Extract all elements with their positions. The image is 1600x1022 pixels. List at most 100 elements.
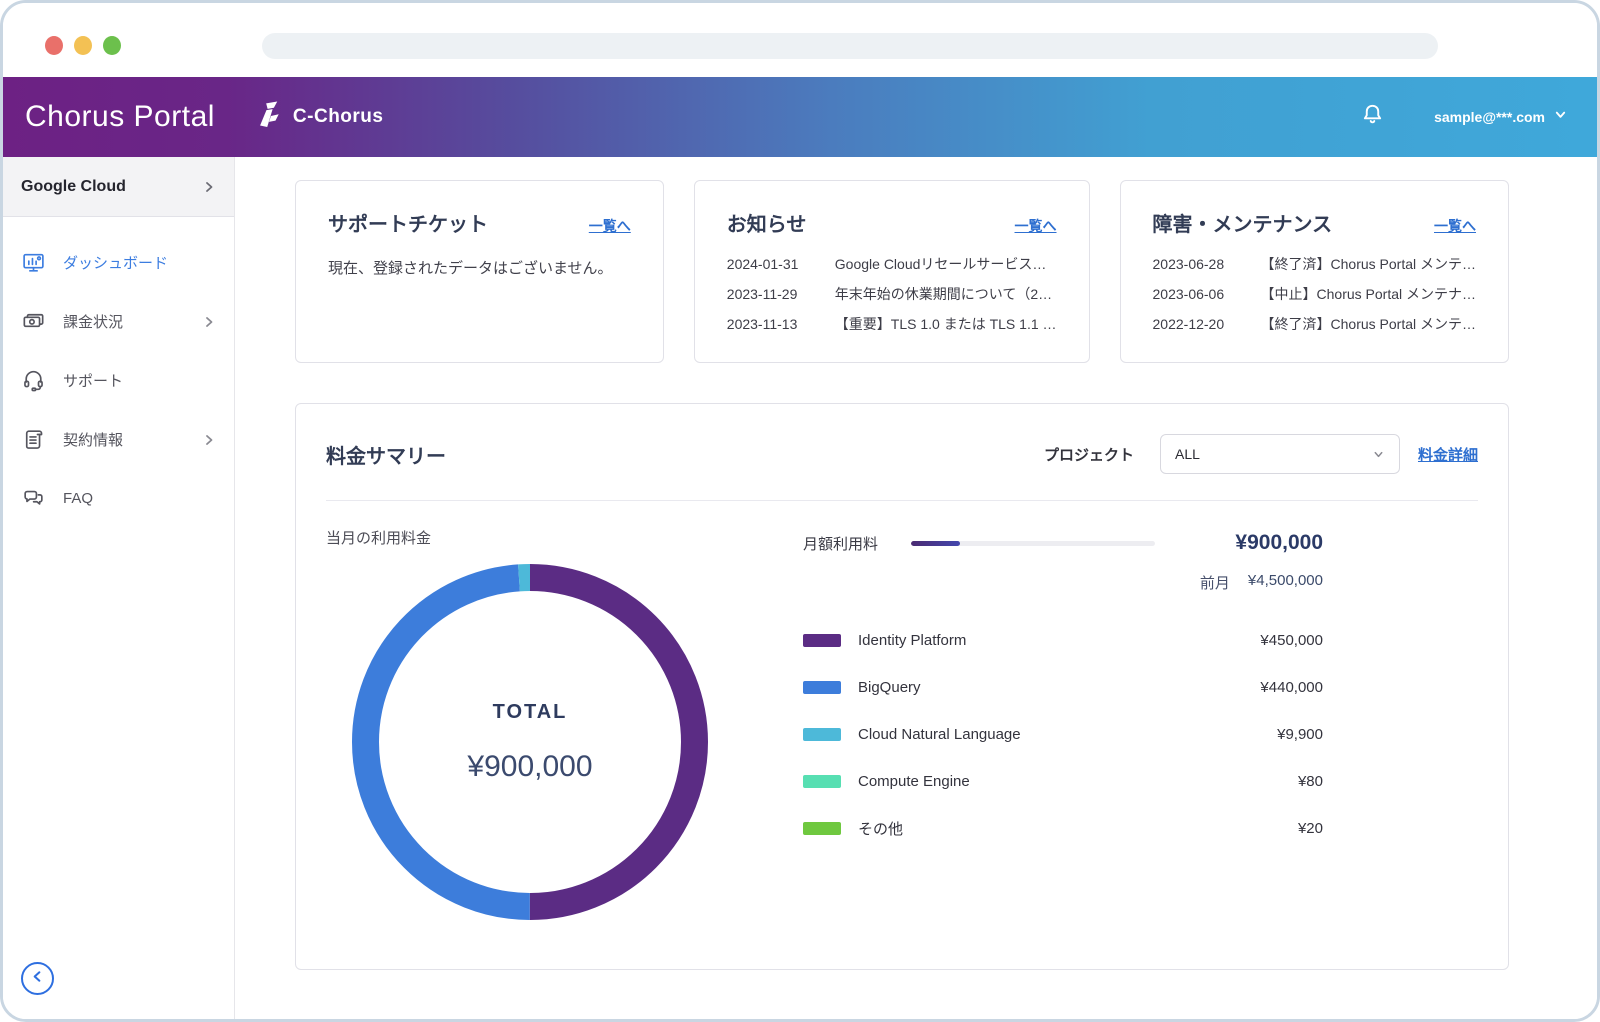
card-title: 障害・メンテナンス	[1152, 214, 1333, 236]
legend-row: Cloud Natural Language ¥9,900	[803, 719, 1323, 749]
account-email: sample@***.com	[1434, 109, 1545, 125]
billing-summary-title: 料金サマリー	[326, 445, 446, 468]
legend-value: ¥9,900	[1277, 725, 1323, 743]
app-title: Chorus Portal	[25, 100, 215, 133]
divider	[326, 500, 1478, 501]
maintenance-text: 【中止】Chorus Portal メンテナ…	[1260, 286, 1476, 302]
sidebar-item-dashboard[interactable]: ダッシュボード	[3, 233, 234, 292]
maximize-button[interactable]	[103, 36, 121, 55]
minimize-button[interactable]	[74, 36, 92, 55]
news-date: 2024-01-31	[726, 256, 799, 272]
c-chorus-logo: C-Chorus	[257, 101, 384, 133]
maintenance-item[interactable]: 2023-06-06 【中止】Chorus Portal メンテナ…	[1153, 279, 1476, 309]
billing-detail-link[interactable]: 料金詳細	[1417, 446, 1478, 464]
chevron-right-icon	[202, 315, 216, 329]
chevron-right-icon	[202, 433, 216, 447]
sidebar-item-label: 課金状況	[63, 314, 124, 331]
monthly-usage-label: 月額利用料	[803, 535, 879, 553]
news-item[interactable]: 2023-11-29 年末年始の休業期間について（2…	[727, 279, 1057, 309]
sidebar: Google Cloud ダッシュボード	[3, 157, 235, 1019]
legend-swatch	[803, 821, 841, 835]
maintenance-card: 障害・メンテナンス 一覧へ 2023-06-28 【終了済】Chorus Por…	[1119, 180, 1509, 363]
legend-swatch	[803, 680, 841, 694]
sidebar-item-billing[interactable]: 課金状況	[3, 292, 234, 351]
close-button[interactable]	[45, 36, 63, 55]
news-date: 2023-11-29	[726, 286, 798, 302]
tickets-list-link[interactable]: 一覧へ	[588, 218, 631, 234]
news-text: 年末年始の休業期間について（2…	[834, 286, 1053, 302]
news-item[interactable]: 2023-11-13 【重要】TLS 1.0 または TLS 1.1 …	[727, 309, 1057, 339]
sidebar-section-label: Google Cloud	[21, 177, 126, 195]
sidebar-section-google-cloud[interactable]: Google Cloud	[3, 157, 234, 217]
current-month-label: 当月の利用料金	[326, 530, 432, 547]
maintenance-item[interactable]: 2022-12-20 【終了済】Chorus Portal メンテ…	[1153, 309, 1476, 339]
chevron-right-icon	[202, 180, 216, 194]
legend-row: その他 ¥20	[803, 813, 1323, 843]
card-title: お知らせ	[726, 214, 807, 236]
notifications-button[interactable]	[1359, 101, 1386, 133]
maintenance-text: 【終了済】Chorus Portal メンテ…	[1260, 316, 1476, 332]
news-card: お知らせ 一覧へ 2024-01-31 Google Cloudリセールサービス…	[693, 180, 1090, 363]
c-chorus-logo-mark	[257, 101, 284, 133]
billing-icon	[21, 309, 46, 334]
app-header: Chorus Portal C-Chorus sample@***.com	[3, 77, 1597, 157]
legend-name: その他	[858, 820, 904, 838]
support-icon	[21, 368, 46, 393]
c-chorus-logo-text: C-Chorus	[292, 106, 384, 127]
chevron-down-icon	[1554, 108, 1567, 126]
maintenance-date: 2023-06-28	[1152, 256, 1225, 272]
legend-row: Identity Platform ¥450,000	[803, 625, 1323, 655]
news-list-link[interactable]: 一覧へ	[1014, 218, 1057, 234]
project-label: プロジェクト	[1043, 446, 1134, 464]
legend-value: ¥80	[1297, 772, 1323, 790]
maintenance-item[interactable]: 2023-06-28 【終了済】Chorus Portal メンテ…	[1153, 249, 1476, 279]
sidebar-collapse-button[interactable]	[21, 962, 54, 995]
address-bar[interactable]	[262, 33, 1438, 59]
maintenance-list: 2023-06-28 【終了済】Chorus Portal メンテ… 2023-…	[1153, 249, 1476, 339]
monthly-usage-progress-fill	[911, 540, 960, 546]
empty-state-text: 現在、登録されたデータはございません。	[328, 260, 613, 277]
sidebar-item-label: サポート	[63, 373, 124, 390]
legend-swatch	[803, 727, 841, 741]
window-controls	[45, 36, 121, 55]
maintenance-text: 【終了済】Chorus Portal メンテ…	[1260, 256, 1476, 272]
sidebar-item-label: 契約情報	[63, 432, 124, 449]
chevron-left-icon	[30, 969, 45, 989]
account-menu[interactable]: sample@***.com	[1434, 108, 1567, 126]
maintenance-date: 2022-12-20	[1152, 316, 1225, 332]
maintenance-date: 2023-06-06	[1152, 286, 1225, 302]
donut-segment	[352, 564, 708, 920]
card-title: サポートチケット	[328, 214, 488, 236]
sidebar-item-label: FAQ	[63, 490, 94, 507]
maintenance-list-link[interactable]: 一覧へ	[1434, 218, 1476, 234]
news-date: 2023-11-13	[726, 316, 798, 332]
faq-icon	[21, 486, 46, 511]
legend-value: ¥20	[1297, 819, 1323, 837]
legend-name: BigQuery	[858, 678, 921, 696]
project-select[interactable]: ALL	[1159, 434, 1400, 474]
sidebar-nav: ダッシュボード 課金状況	[3, 217, 234, 528]
project-select-value: ALL	[1174, 446, 1200, 462]
legend-name: Compute Engine	[858, 772, 970, 790]
legend-swatch	[803, 774, 841, 788]
news-list: 2024-01-31 Google Cloudリセールサービス… 2023-11…	[727, 249, 1057, 339]
contract-icon	[21, 427, 46, 452]
legend-value: ¥440,000	[1260, 678, 1323, 696]
bell-icon	[1359, 101, 1386, 133]
legend-name: Cloud Natural Language	[858, 725, 1021, 743]
monthly-usage-value: ¥900,000	[1235, 531, 1323, 554]
billing-summary-card: 料金サマリー プロジェクト ALL 料金詳細 当月の利用料金	[295, 403, 1509, 970]
prev-month-label: 前月	[1199, 575, 1230, 592]
main-content: サポートチケット 一覧へ 現在、登録されたデータはございません。 お知らせ 一覧…	[235, 157, 1597, 1019]
sidebar-item-contracts[interactable]: 契約情報	[3, 410, 234, 469]
legend-value: ¥450,000	[1260, 631, 1323, 649]
news-item[interactable]: 2024-01-31 Google Cloudリセールサービス…	[727, 249, 1057, 279]
legend-name: Identity Platform	[858, 631, 967, 649]
sidebar-item-faq[interactable]: FAQ	[3, 469, 234, 528]
sidebar-item-support[interactable]: サポート	[3, 351, 234, 410]
legend-row: BigQuery ¥440,000	[803, 672, 1323, 702]
sidebar-item-label: ダッシュボード	[63, 255, 169, 272]
support-tickets-card: サポートチケット 一覧へ 現在、登録されたデータはございません。	[295, 180, 664, 363]
dashboard-icon	[21, 250, 46, 275]
